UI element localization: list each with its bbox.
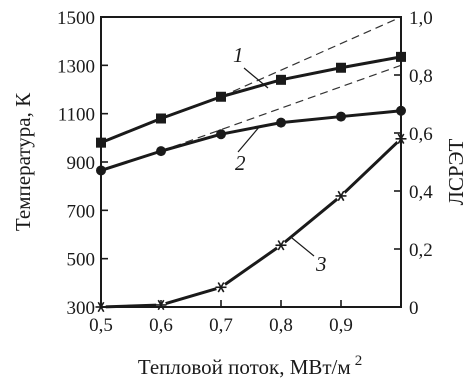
series-2-point <box>156 146 166 157</box>
series-lines <box>100 55 403 309</box>
left-y-tick-label: 900 <box>67 153 96 174</box>
right-y-tick-label: 0 <box>409 298 419 319</box>
series-3-leader <box>291 237 315 257</box>
right-y-tick-label: 0,8 <box>409 66 433 87</box>
series-2-extrapolation <box>160 64 402 152</box>
right-y-tick-label: 0,4 <box>409 182 433 203</box>
left-y-tick-label: 1100 <box>58 105 95 126</box>
series-1-point <box>336 62 346 73</box>
left-y-axis-ticks: 300 500 700 900 1100 1300 1500 <box>57 8 108 319</box>
series-1-extrapolation <box>220 16 402 98</box>
left-y-tick-label: 300 <box>67 298 96 319</box>
left-y-tick-label: 500 <box>67 250 96 271</box>
series-3-label: 3 <box>315 252 327 276</box>
x-tick-label: 0,7 <box>209 315 233 336</box>
series-2-label: 2 <box>235 151 246 175</box>
series-1-label: 1 <box>233 43 244 67</box>
left-y-tick-label: 1500 <box>57 8 95 29</box>
series-2-point <box>216 129 226 140</box>
left-y-tick-label: 1300 <box>57 56 95 77</box>
x-tick-label: 0,8 <box>269 315 293 336</box>
series-2-point <box>336 111 346 122</box>
series-1-line <box>100 55 402 145</box>
series-3-point <box>335 190 347 202</box>
x-tick-label: 0,5 <box>89 315 113 336</box>
series-2-leader <box>237 125 261 153</box>
right-y-tick-label: 0,6 <box>409 124 433 145</box>
left-y-axis-title: Температура, К <box>11 92 35 231</box>
x-axis-title-superscript: 2 <box>355 353 363 369</box>
x-axis-title-text: Тепловой поток, МВт/м <box>138 355 351 379</box>
series-3-line <box>100 137 403 309</box>
x-tick-label: 0,6 <box>149 315 173 336</box>
series-2-line <box>100 109 402 172</box>
extrapolation-lines <box>160 16 402 152</box>
series-2-point <box>276 117 286 128</box>
x-axis-ticks: 0,5 0,6 0,7 0,8 0,9 <box>89 300 353 336</box>
x-axis-title: Тепловой поток, МВт/м 2 <box>138 353 362 379</box>
series-1-point <box>156 113 166 124</box>
right-y-tick-label: 1,0 <box>409 8 433 29</box>
series-markers <box>95 51 407 313</box>
right-y-axis-title: ЛСРЭТ <box>444 139 468 206</box>
series-1-point <box>216 91 226 102</box>
left-y-tick-label: 700 <box>67 201 96 222</box>
plot-frame <box>100 16 402 308</box>
series-3-point <box>215 282 227 293</box>
right-y-axis-ticks: 0 0,2 0,4 0,6 0,8 1,0 <box>394 8 433 319</box>
right-y-tick-label: 0,2 <box>409 240 433 261</box>
series-3-point <box>275 240 287 251</box>
x-tick-label: 0,9 <box>329 315 353 336</box>
series-1-point <box>276 74 286 85</box>
